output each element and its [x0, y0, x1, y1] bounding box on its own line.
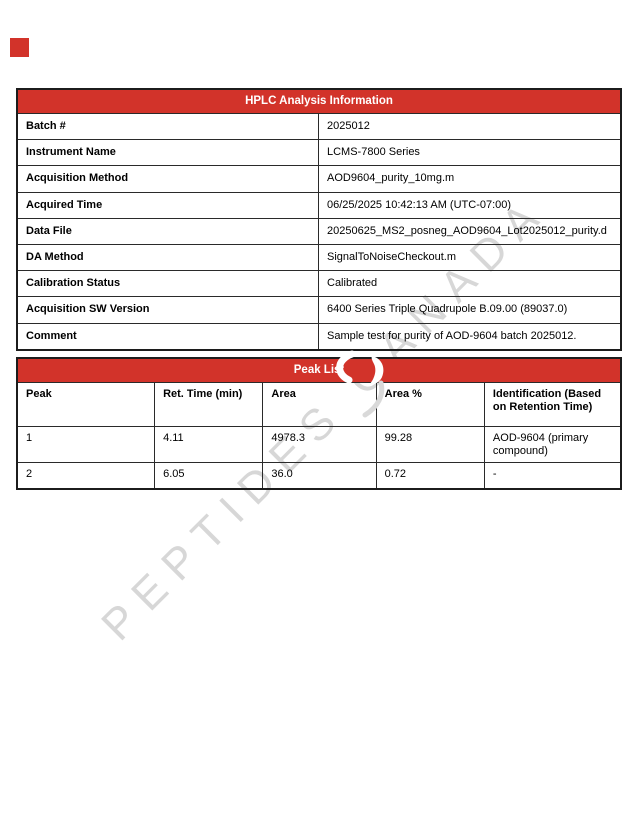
hplc-table-rows: Batch # 2025012 Instrument Name LCMS-7800 S… [18, 113, 620, 349]
peak-table-header-row: Peak Ret. Time (min) Area Area % Identificat… [18, 382, 620, 426]
peak-column-header: Ret. Time (min) [155, 383, 264, 426]
info-table-row: Acquisition Method AOD9604_purity_10mg.m [18, 165, 620, 192]
peak-column-header: Area [263, 383, 377, 426]
info-table-row: DA Method SignalToNoiseCheckout.m [18, 243, 620, 271]
info-row-value: 06/25/2025 10:42:13 AM (UTC-07:00) [327, 198, 512, 211]
info-table-row: Batch # 2025012 [18, 113, 620, 140]
peak-cell: 4.11 [155, 427, 264, 462]
info-table-row: Instrument Name LCMS-7800 Series [18, 139, 620, 166]
info-row-label: Comment [18, 323, 319, 349]
info-table-row: Acquisition SW Version 6400 Series Triple… [18, 296, 620, 323]
hplc-info-table: HPLC Analysis Information Batch # 2025012… [16, 88, 622, 351]
peak-table-row: 2 6.05 36.0 0.72- [18, 462, 620, 488]
peak-cell: 99.28 [377, 427, 485, 462]
peak-table-body: 1 4.11 4978.3 99.28 AOD-9604 (primary compou… [18, 426, 620, 488]
logo-red-square [10, 38, 29, 57]
info-row-label: Acquired Time [18, 192, 319, 218]
peak-cell: 6.05 [155, 463, 264, 488]
info-row-value: Sample test for purity of AOD-9604 batch… [327, 329, 577, 342]
info-row-value: Calibrated [327, 277, 378, 290]
peak-list-table: Peak List Peak Ret. Time (min) Area Area % I… [16, 357, 622, 490]
info-table-row: Calibration Status Calibrated [18, 270, 620, 297]
peak-column-header: Identification (Based on Retention Time) [492, 388, 602, 413]
peak-cell: 36.0 [263, 463, 377, 488]
peak-cell: 1 [18, 427, 156, 462]
peak-column-header: Peak [18, 383, 156, 426]
info-row-value: LCMS-7800 Series [327, 146, 420, 159]
peak-cell: 0.72 [377, 463, 485, 488]
info-row-value: 20250625_MS2_posneg_AOD9604_Lot2025012_p… [327, 224, 607, 237]
info-row-value: AOD9604_purity_10mg.m [327, 172, 455, 185]
info-row-label: Acquisition SW Version [18, 297, 319, 323]
peak-cell: 2 [18, 463, 156, 488]
info-row-label: Instrument Name [18, 140, 319, 166]
peak-cell: - [492, 468, 497, 480]
info-row-label: Acquisition Method [18, 166, 319, 192]
peak-table-title: Peak List [18, 359, 620, 382]
info-row-value: SignalToNoiseCheckout.m [327, 250, 457, 263]
info-row-value: 6400 Series Triple Quadrupole B.09.00 (8… [327, 303, 568, 316]
info-row-value: 2025012 [327, 120, 370, 132]
info-table-row: Data File 20250625_MS2_posneg_AOD9604_Lot… [18, 217, 620, 244]
hplc-table-title: HPLC Analysis Information [18, 90, 620, 113]
info-row-label: Batch # [18, 114, 319, 140]
peak-column-header: Area % [377, 383, 485, 426]
peak-cell: AOD-9604 (primary compound) [492, 432, 589, 457]
info-row-label: Calibration Status [18, 271, 319, 297]
peak-cell: 4978.3 [263, 427, 377, 462]
info-table-row: Comment Sample test for purity of AOD-960… [18, 322, 620, 349]
info-row-label: DA Method [18, 244, 319, 271]
info-table-row: Acquired Time 06/25/2025 10:42:13 AM (UTC… [18, 191, 620, 218]
info-row-label: Data File [18, 218, 319, 244]
peak-table-row: 1 4.11 4978.3 99.28 AOD-9604 (primary compou… [18, 426, 620, 462]
